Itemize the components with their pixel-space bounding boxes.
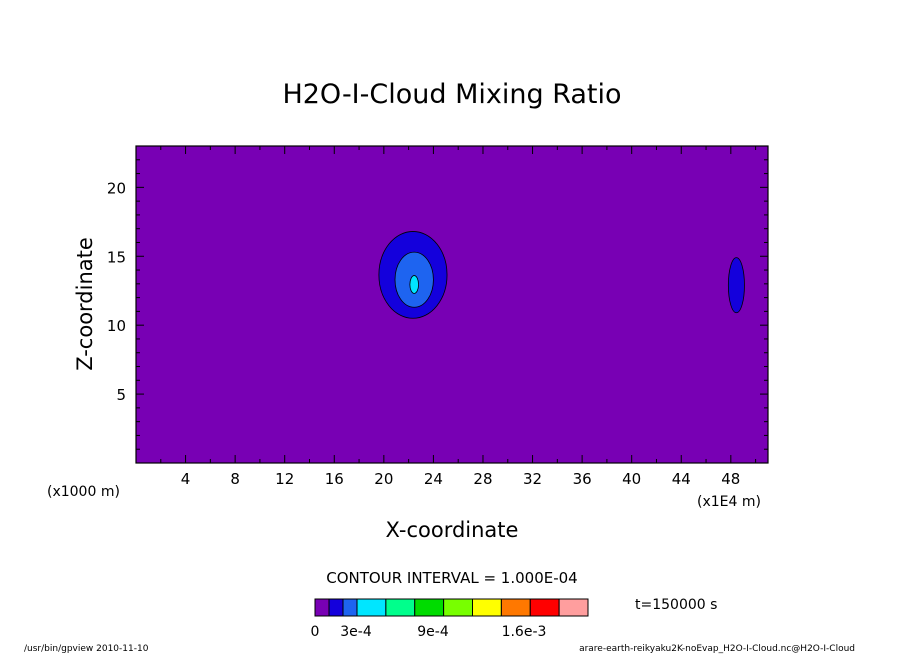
plot-frame bbox=[135, 145, 769, 464]
time-label: t=150000 s bbox=[635, 597, 717, 613]
x-axis-label: X-coordinate bbox=[386, 518, 519, 542]
footer-right: arare-earth-reikyaku2K-noEvap_H2O-I-Clou… bbox=[579, 644, 855, 654]
x-tick-label: 4 bbox=[181, 470, 191, 488]
contour-interval-label: CONTOUR INTERVAL = 1.000E-04 bbox=[326, 569, 577, 587]
x-tick-label: 32 bbox=[523, 470, 542, 488]
chart-title: H2O-I-Cloud Mixing Ratio bbox=[282, 79, 621, 110]
side-cloud-level-1 bbox=[727, 257, 745, 314]
contour-regions bbox=[378, 231, 745, 319]
colorbar-label: 1.6e-3 bbox=[502, 624, 547, 640]
colorbar-box bbox=[558, 598, 589, 617]
colorbar-box bbox=[314, 598, 330, 617]
x-tick-label: 28 bbox=[473, 470, 492, 488]
colorbar-box bbox=[443, 598, 473, 617]
y-tick-label: 15 bbox=[107, 248, 126, 266]
x-tick-label: 8 bbox=[230, 470, 240, 488]
plot-background bbox=[136, 146, 768, 463]
colorbar-label: 9e-4 bbox=[417, 624, 449, 640]
x-tick-label: 12 bbox=[275, 470, 294, 488]
x-tick-label: 48 bbox=[721, 470, 740, 488]
colorbar-box bbox=[356, 598, 387, 617]
x-tick-label: 44 bbox=[672, 470, 691, 488]
y-axis-label: Z-coordinate bbox=[73, 237, 97, 371]
colorbar-label: 3e-4 bbox=[340, 624, 372, 640]
plot-area bbox=[135, 145, 769, 464]
main-cloud-level-3 bbox=[409, 275, 419, 294]
colorbar-box bbox=[529, 598, 560, 617]
axis-ticks bbox=[136, 146, 768, 463]
colorbar-labels: 0 3e-4 9e-4 1.6e-3 bbox=[311, 624, 547, 640]
colorbar-box bbox=[342, 598, 358, 617]
colorbar-box bbox=[328, 598, 344, 617]
footer-left: /usr/bin/gpview 2010-11-10 bbox=[24, 644, 149, 654]
x-tick-label: 20 bbox=[374, 470, 393, 488]
y-tick-label: 10 bbox=[107, 317, 126, 335]
y-tick-label: 5 bbox=[116, 386, 126, 404]
colorbar bbox=[314, 598, 589, 617]
x-unit-right: (x1E4 m) bbox=[697, 494, 761, 510]
x-tick-label: 36 bbox=[573, 470, 592, 488]
x-tick-label: 24 bbox=[424, 470, 443, 488]
y-tick-label: 20 bbox=[107, 179, 126, 197]
y-tick-labels: 5 10 15 20 bbox=[107, 179, 126, 404]
colorbar-box bbox=[414, 598, 445, 617]
x-tick-label: 16 bbox=[325, 470, 344, 488]
x-unit-left: (x1000 m) bbox=[47, 484, 120, 500]
colorbar-box bbox=[472, 598, 502, 617]
colorbar-box bbox=[385, 598, 416, 617]
x-tick-labels: 4 8 12 16 20 24 28 32 36 40 44 48 bbox=[181, 470, 741, 488]
colorbar-box bbox=[500, 598, 531, 617]
x-tick-label: 40 bbox=[622, 470, 641, 488]
colorbar-label: 0 bbox=[311, 624, 320, 640]
